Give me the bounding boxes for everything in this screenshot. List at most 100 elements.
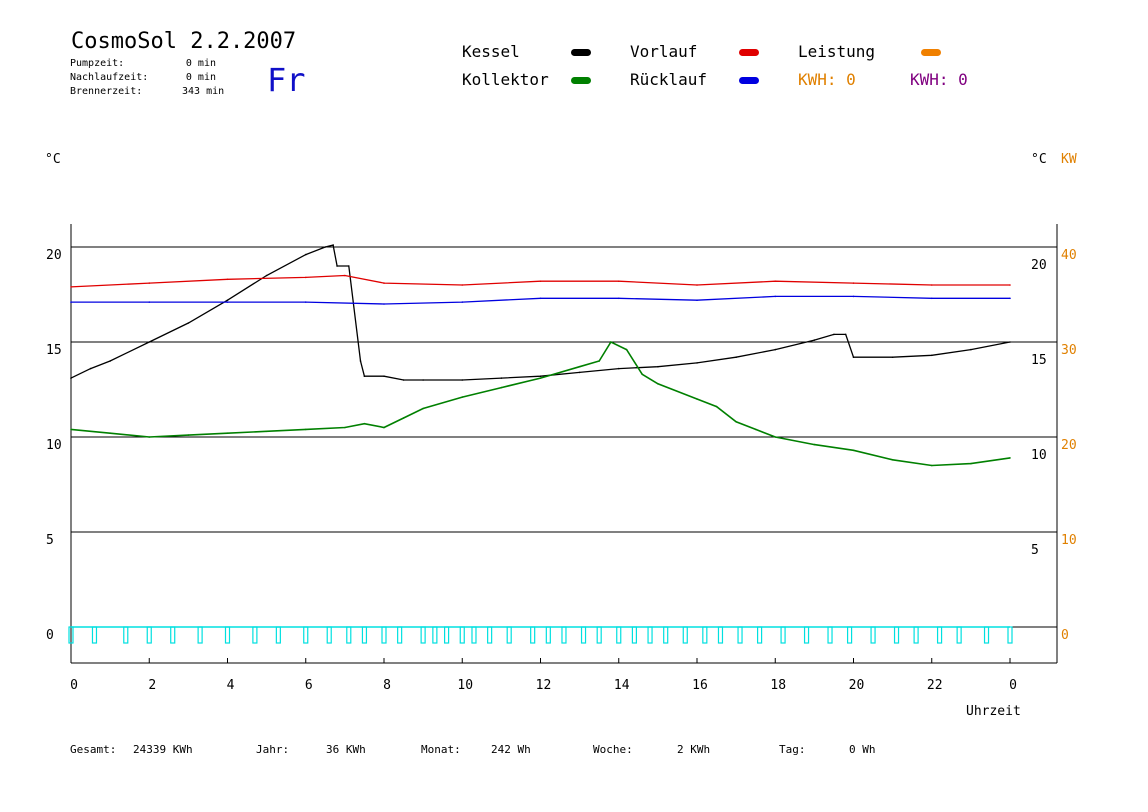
data-point-kessel [336, 265, 338, 267]
data-point-kollektor [363, 422, 366, 425]
data-point-ruecklauf [1009, 297, 1011, 300]
data-point-kollektor [625, 348, 628, 351]
legend-leistung-swatch [921, 49, 941, 56]
pump-marker [956, 626, 962, 644]
data-point-kessel [359, 360, 362, 362]
pump-marker [580, 626, 587, 644]
data-point-kollektor [696, 398, 698, 400]
data-point-kollektor [598, 360, 600, 362]
data-point-kessel [833, 333, 835, 336]
nachlaufzeit-value: 0 min [185, 72, 216, 83]
data-point-kollektor [148, 436, 151, 438]
pump-marker [420, 626, 426, 644]
data-point-kollektor [813, 443, 816, 446]
data-point-kollektor [610, 341, 612, 343]
monat-value: 242 Wh [491, 743, 531, 756]
data-point-vorlauf [774, 280, 777, 283]
data-point-kessel [402, 379, 405, 381]
series-line-vorlauf [70, 274, 1010, 288]
data-point-kollektor [383, 426, 385, 429]
data-point-kollektor [930, 464, 933, 467]
monat-label: Monat: [421, 743, 461, 756]
data-point-kessel [539, 375, 542, 378]
data-point-kessel [422, 379, 424, 381]
pump-marker [756, 626, 763, 644]
data-point-ruecklauf [539, 297, 542, 300]
data-point-vorlauf [304, 276, 307, 279]
data-point-kessel [226, 299, 229, 302]
pump-marker [487, 626, 493, 644]
tag-value: 0 Wh [849, 743, 876, 756]
data-point-kessel [324, 246, 327, 248]
data-point-vorlauf [617, 280, 620, 283]
right-axis-unit-c: °C [1031, 152, 1047, 167]
pump-marker [123, 626, 129, 644]
data-point-kollektor [500, 386, 503, 389]
data-point-kessel [500, 377, 503, 379]
data-point-kollektor [461, 396, 464, 398]
pump-marker [827, 626, 833, 644]
pump-marker [936, 626, 943, 644]
data-point-ruecklauf [226, 301, 229, 303]
data-point-vorlauf [539, 280, 542, 283]
gesamt-label: Gesamt: [70, 743, 117, 756]
data-point-kessel [617, 367, 620, 370]
data-point-kollektor [774, 436, 777, 438]
nachlaufzeit-label: Nachlaufzeit: [70, 72, 149, 83]
jahr-label: Jahr: [256, 743, 290, 756]
pumpzeit-label: Pumpzeit: [70, 58, 125, 69]
y-tick-label-left: 20 [46, 248, 62, 263]
x-tick-label: 2 [148, 678, 156, 693]
data-point-ruecklauf [148, 301, 151, 303]
x-tick-label: 12 [536, 678, 552, 693]
data-point-kollektor [344, 426, 346, 429]
data-point-vorlauf [930, 284, 933, 286]
data-point-kessel [891, 356, 894, 359]
pump-marker [545, 626, 551, 644]
brennerzeit-label: Brennerzeit: [70, 86, 143, 97]
pump-marker [530, 626, 536, 644]
pump-marker [893, 626, 900, 644]
data-point-kessel [735, 356, 737, 359]
data-point-kessel [970, 348, 972, 351]
x-tick-label: 8 [383, 678, 391, 693]
pump-marker [846, 626, 853, 644]
data-point-vorlauf [852, 282, 855, 284]
data-point-ruecklauf [930, 297, 933, 300]
data-point-kessel [774, 348, 777, 351]
pump-marker [1007, 626, 1013, 644]
pump-marker [596, 626, 602, 644]
y-tick-label-left: 0 [46, 628, 54, 643]
y-tick-label-right-c: 15 [1031, 353, 1047, 368]
pump-marker [346, 626, 352, 644]
pump-marker [682, 626, 688, 644]
legend-kessel-swatch [571, 49, 591, 56]
data-point-ruecklauf [461, 301, 464, 303]
pump-marker [506, 626, 512, 644]
x-tick-label: 22 [927, 678, 943, 693]
data-point-vorlauf [461, 284, 464, 286]
pump-marker [432, 626, 438, 644]
data-point-kessel [461, 379, 464, 381]
pumpzeit-row: Pumpzeit: 0 min [70, 57, 216, 71]
data-point-vorlauf [696, 284, 698, 286]
y-tick-label-right-kw: 30 [1061, 343, 1077, 358]
x-tick-label: 14 [614, 678, 630, 693]
pump-marker [983, 626, 990, 644]
data-point-kessel [70, 377, 72, 379]
pump-marker [275, 626, 281, 644]
woche-label: Woche: [593, 743, 633, 756]
tag-label: Tag: [779, 743, 806, 756]
data-point-kollektor [735, 421, 737, 423]
data-point-kollektor [641, 373, 644, 376]
pump-marker [717, 626, 724, 644]
legend-kwh-orange: KWH: 0 [798, 70, 856, 89]
pump-marker [170, 626, 176, 644]
x-tick-label: 6 [305, 678, 313, 693]
data-point-vorlauf [344, 274, 346, 277]
data-point-kessel [844, 333, 847, 336]
pump-marker [303, 626, 309, 644]
data-point-kollektor [754, 428, 757, 431]
data-point-kollektor [852, 449, 855, 452]
x-tick-label: 18 [770, 678, 786, 693]
